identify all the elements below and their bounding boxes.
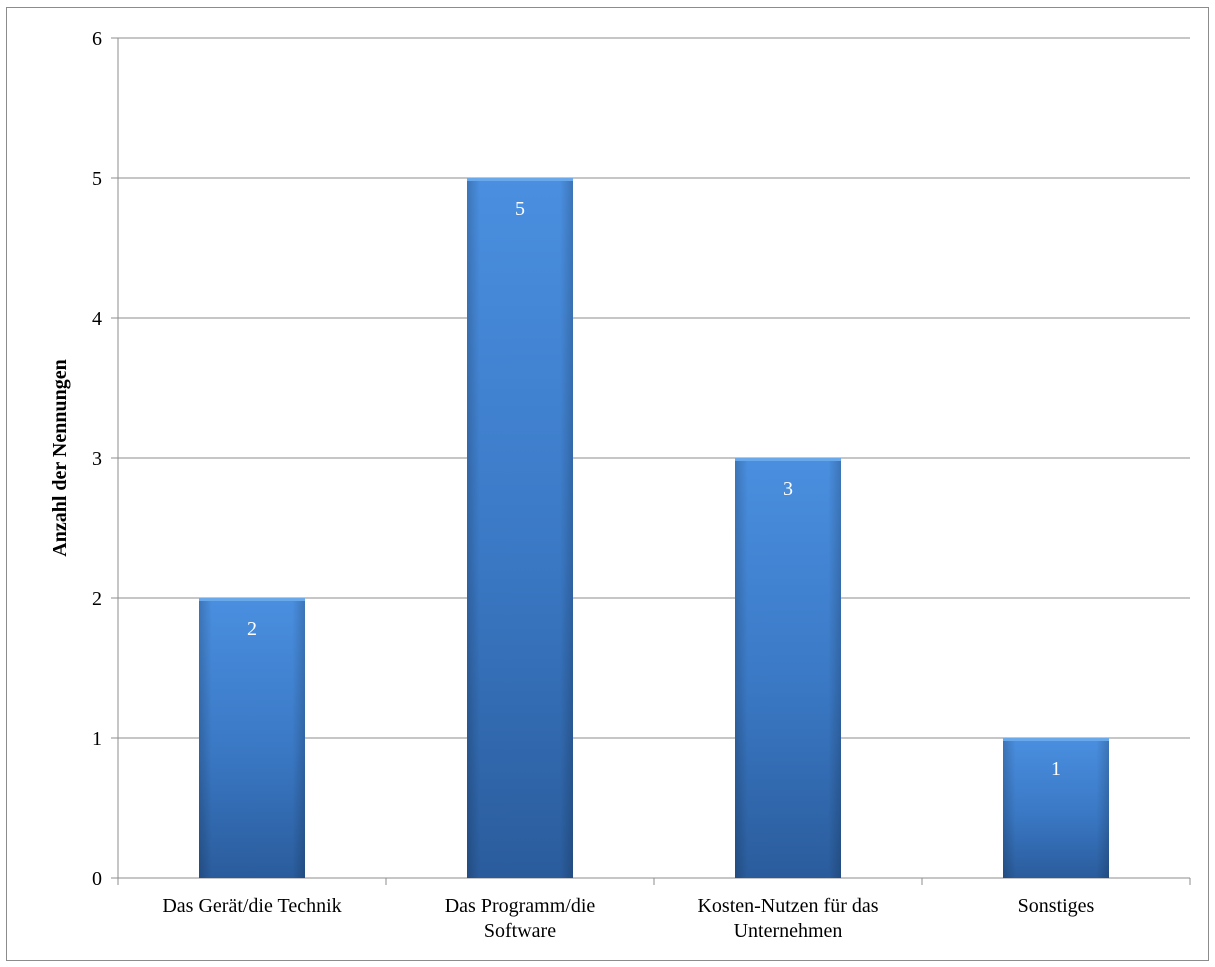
bar-group [735,458,841,878]
x-category-label: Das Gerät/die Technik [162,895,341,917]
bar-group [1003,738,1109,878]
y-tick-label: 5 [92,168,102,190]
bar-shade [467,178,573,878]
x-category-label: Unternehmen [734,920,843,942]
x-category-label: Kosten-Nutzen für das [697,895,878,917]
bar-highlight [1003,738,1109,741]
x-category-label: Software [484,920,556,942]
bar-highlight [735,458,841,461]
bar-group [199,598,305,878]
bar-highlight [199,598,305,601]
bars [199,178,1109,878]
data-label: 2 [247,618,257,640]
y-tick-label: 0 [92,868,102,890]
y-tick-label: 3 [92,448,102,470]
bar-highlight [467,178,573,181]
bar-shade [735,458,841,878]
labels: 0 1 2 3 4 5 6 2 Das Gerät/die Technik 5 Das Progra… [92,28,1095,942]
x-category-label: Sonstiges [1018,895,1095,917]
y-tick-label: 6 [92,28,102,50]
data-label: 3 [783,478,793,500]
bar-shade [199,598,305,878]
bar-shade [1003,738,1109,878]
data-label: 1 [1051,758,1061,780]
x-category-label: Das Programm/die [445,895,596,917]
bar-group [467,178,573,878]
y-tick-label: 1 [92,728,102,750]
y-axis-title: Anzahl der Nennungen [49,359,71,556]
y-tick-label: 4 [92,308,102,330]
data-label: 5 [515,198,525,220]
y-tick-label: 2 [92,588,102,610]
